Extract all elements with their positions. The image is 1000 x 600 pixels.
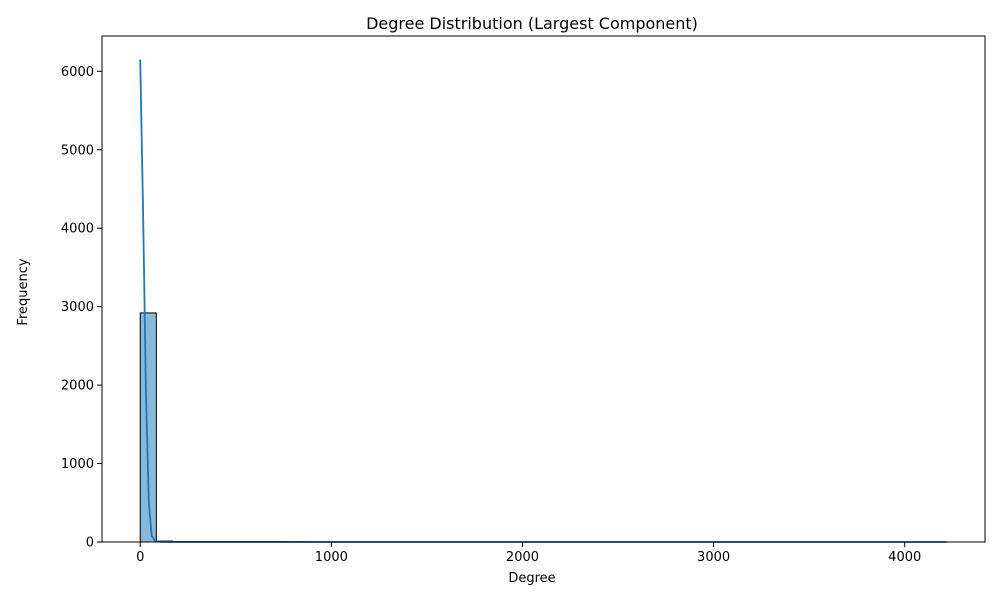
y-tick-label-2: 2000 <box>61 379 94 394</box>
chart-title: Degree Distribution (Largest Component) <box>366 14 698 33</box>
x-tick-label-4: 4000 <box>888 550 921 565</box>
y-tick-label-1: 1000 <box>61 457 94 472</box>
x-tick-label-0: 0 <box>136 550 144 565</box>
y-tick-label-6: 6000 <box>61 65 94 80</box>
y-axis-label: Frequency <box>16 258 31 325</box>
y-tick-label-5: 5000 <box>61 143 94 158</box>
x-tick-label-1: 1000 <box>315 550 348 565</box>
x-tick-label-3: 3000 <box>697 550 730 565</box>
plot-frame <box>101 35 986 543</box>
y-tick-label-3: 3000 <box>61 300 94 315</box>
x-axis-label: Degree <box>508 571 555 586</box>
axes: 0 1000 2000 3000 4000 0 1000 2000 3000 4000 5000 60… <box>61 35 986 565</box>
histogram-bar-0 <box>139 312 157 543</box>
y-tick-label-0: 0 <box>86 536 94 551</box>
x-tick-label-2: 2000 <box>506 550 539 565</box>
y-tick-label-4: 4000 <box>61 222 94 237</box>
